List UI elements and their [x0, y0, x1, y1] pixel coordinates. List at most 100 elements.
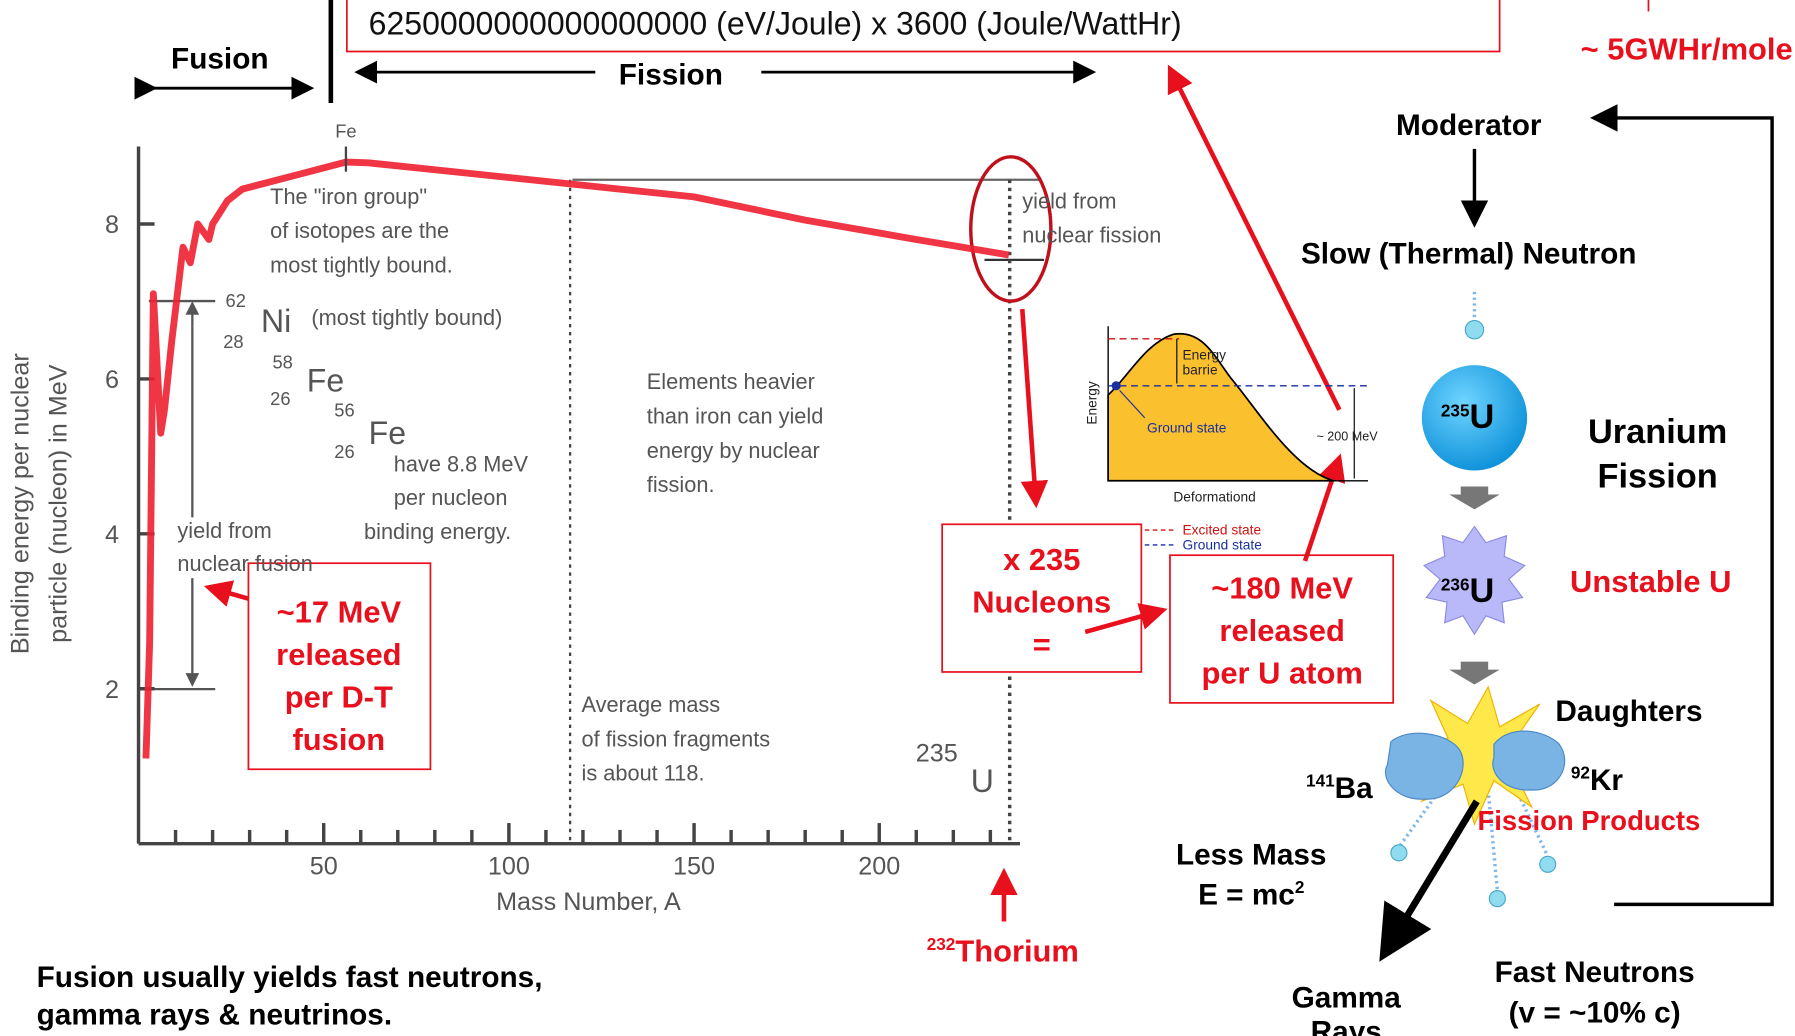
inset-label: barrie	[1183, 362, 1218, 377]
text-part: Ni	[261, 303, 291, 339]
callout: =	[1033, 627, 1051, 662]
y-tick-label: 8	[105, 211, 119, 239]
text-part: have 8.8 MeV	[394, 452, 529, 477]
text-part: Thorium	[955, 934, 1079, 969]
note: binding energy.	[364, 519, 511, 544]
process-label: Fast Neutrons	[1495, 956, 1695, 989]
text-part: Fe	[335, 120, 356, 141]
note: 28	[223, 331, 243, 352]
text-part: than iron can yield	[647, 404, 824, 429]
text-part: Fission Products	[1478, 805, 1701, 836]
text-part: nuclear fission	[1022, 223, 1161, 248]
text-part: Fe	[307, 363, 344, 399]
note: Fe	[307, 363, 344, 399]
process-label: (v = ~10% c)	[1509, 996, 1681, 1029]
text-part: 236	[1441, 575, 1470, 595]
text-part: per U atom	[1201, 655, 1362, 690]
text-part: fission.	[647, 472, 715, 497]
thorium-label: 232Thorium	[927, 934, 1079, 969]
process-arrow	[1449, 486, 1500, 510]
text-part: U	[1470, 398, 1495, 436]
neutron-paths	[1397, 777, 1550, 891]
barrier-area	[1107, 332, 1334, 482]
process-label: Unstable U	[1570, 564, 1731, 599]
inset-label: Ground state	[1147, 421, 1227, 436]
text-part: per D-T	[285, 679, 393, 714]
nucleus-label: 236U	[1441, 572, 1494, 610]
neutron	[1390, 844, 1408, 862]
text-part: 2	[105, 676, 119, 704]
gamma-arrow	[1379, 799, 1480, 962]
text-part: of isotopes are the	[270, 218, 449, 243]
text-part: Nucleons	[972, 584, 1111, 619]
callout: released	[276, 637, 401, 672]
highlight-ellipse	[969, 155, 1053, 303]
note: of fission fragments	[582, 726, 771, 751]
note: Elements heavier	[647, 369, 815, 394]
text-part: Less Mass	[1176, 838, 1327, 871]
text-part: 200	[858, 853, 900, 881]
ground-dot	[1111, 381, 1121, 391]
text-part: ~ 200 MeV	[1316, 430, 1378, 444]
text-part: of fission fragments	[582, 726, 771, 751]
text-part: particle (nucleon) in MeV	[44, 364, 72, 643]
text-part: 62	[226, 290, 246, 311]
note: most tightly bound.	[270, 252, 453, 277]
texts: 50 100 150 200 2 4 6 8 Fe Binding energy per nucl…	[7, 5, 1793, 1036]
x-tick-label: 50	[310, 853, 338, 881]
callout: released	[1219, 613, 1344, 648]
text-part: 26	[270, 388, 290, 409]
text-part: Elements heavier	[647, 369, 815, 394]
layout-shapes	[134, 0, 1774, 962]
callout: fusion	[293, 722, 386, 757]
text-part: 235	[1441, 401, 1470, 421]
binding-energy-chart	[136, 146, 1020, 846]
text-part: Binding energy per nuclear	[7, 353, 35, 654]
text-part: 28	[223, 331, 243, 352]
text-part: E = mc	[1198, 878, 1295, 911]
text-part: 2	[1295, 877, 1305, 897]
inset-label: Energy	[1085, 381, 1100, 425]
text-part: Gamma	[1292, 981, 1402, 1014]
note: Ni	[261, 303, 291, 339]
x-axis-label: Mass Number, A	[496, 888, 681, 916]
text-part: U	[1470, 572, 1495, 610]
text-part: 6	[105, 366, 119, 394]
text-part: 26	[334, 441, 354, 462]
u236-nucleus	[1423, 525, 1526, 636]
footer-text: gamma rays & neutrinos.	[37, 999, 392, 1032]
note: 56	[334, 400, 354, 421]
text-part: 4	[105, 521, 119, 549]
note: yield from	[1022, 188, 1116, 213]
text-part: ~17 MeV	[277, 595, 402, 630]
text-part: d	[1248, 489, 1256, 504]
binding-energy-curve	[142, 158, 1010, 759]
process-label: E = mc2	[1198, 877, 1304, 911]
text-part: barrie	[1183, 362, 1218, 377]
process-label: Gamma	[1292, 981, 1402, 1014]
note: Average mass	[582, 692, 721, 717]
text-part: released	[276, 637, 401, 672]
text-part: nuclear fusion	[177, 551, 312, 576]
note: 26	[270, 388, 290, 409]
neutron	[1488, 890, 1506, 908]
neutron-path	[1397, 777, 1450, 849]
neutron	[1464, 319, 1485, 340]
y-axis-label: particle (nucleon) in MeV	[44, 364, 72, 643]
text-part: Rays	[1311, 1016, 1382, 1036]
u235-nucleus	[1421, 365, 1528, 471]
process-arrow	[1449, 661, 1500, 685]
note: Fe	[369, 415, 406, 451]
formula: 6250000000000000000 (eV/Joule) x 3600 (J…	[369, 5, 1182, 41]
feedback-loop	[1590, 104, 1774, 907]
note: nuclear fission	[1022, 223, 1161, 248]
note: 62	[226, 290, 246, 311]
inset-label: Deformationd	[1173, 489, 1255, 504]
process-label: Daughters	[1555, 695, 1702, 728]
callout: ~180 MeV	[1211, 571, 1353, 606]
text-part: Fe	[369, 415, 406, 451]
text-part: yield from	[177, 518, 271, 543]
note: fission.	[647, 472, 715, 497]
arrow	[1019, 308, 1049, 509]
text-part: 8	[105, 211, 119, 239]
